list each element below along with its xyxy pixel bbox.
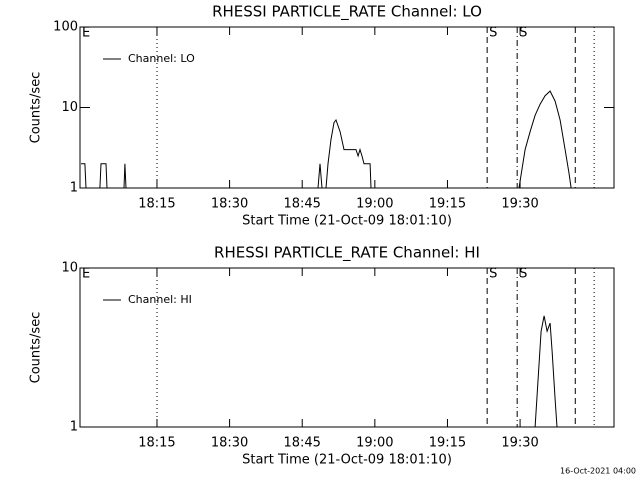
annotation: E bbox=[82, 26, 90, 41]
x-tick-label: 19:00 bbox=[356, 436, 393, 451]
y-tick-label: 1 bbox=[70, 181, 78, 196]
x-tick-label: 18:45 bbox=[283, 197, 320, 212]
x-axis-label: Start Time (21-Oct-09 18:01:10) bbox=[242, 453, 452, 468]
x-tick-label: 19:00 bbox=[356, 197, 393, 212]
x-axis-label: Start Time (21-Oct-09 18:01:10) bbox=[242, 214, 452, 229]
y-axis-label: Counts/sec bbox=[29, 72, 44, 144]
annotation: S bbox=[519, 267, 527, 282]
y-tick-label: 100 bbox=[53, 20, 78, 35]
legend-label: Channel: LO bbox=[128, 52, 195, 65]
legend-label: Channel: HI bbox=[128, 293, 192, 306]
y-tick-label: 10 bbox=[61, 100, 78, 115]
annotation: S bbox=[489, 26, 497, 41]
x-tick-label: 19:30 bbox=[501, 197, 538, 212]
x-tick-label: 19:15 bbox=[429, 197, 466, 212]
data-line bbox=[81, 90, 614, 189]
chart-title: RHESSI PARTICLE_RATE Channel: HI bbox=[214, 244, 480, 263]
annotation: S bbox=[489, 267, 497, 282]
y-axis-label: Counts/sec bbox=[29, 312, 44, 384]
x-tick-label: 19:15 bbox=[429, 436, 466, 451]
y-tick-label: 10 bbox=[61, 261, 78, 276]
x-tick-label: 18:45 bbox=[283, 436, 320, 451]
x-tick-label: 18:30 bbox=[211, 197, 248, 212]
annotation: E bbox=[82, 267, 90, 282]
annotation: S bbox=[519, 26, 527, 41]
x-tick-label: 18:15 bbox=[138, 436, 175, 451]
x-tick-label: 18:15 bbox=[138, 197, 175, 212]
data-line bbox=[80, 315, 614, 428]
chart-title: RHESSI PARTICLE_RATE Channel: LO bbox=[212, 3, 482, 22]
y-tick-label: 1 bbox=[70, 420, 78, 435]
footer: 16-Oct-2021 04:00 bbox=[560, 467, 636, 476]
x-tick-label: 18:30 bbox=[211, 436, 248, 451]
x-tick-label: 19:30 bbox=[501, 436, 538, 451]
